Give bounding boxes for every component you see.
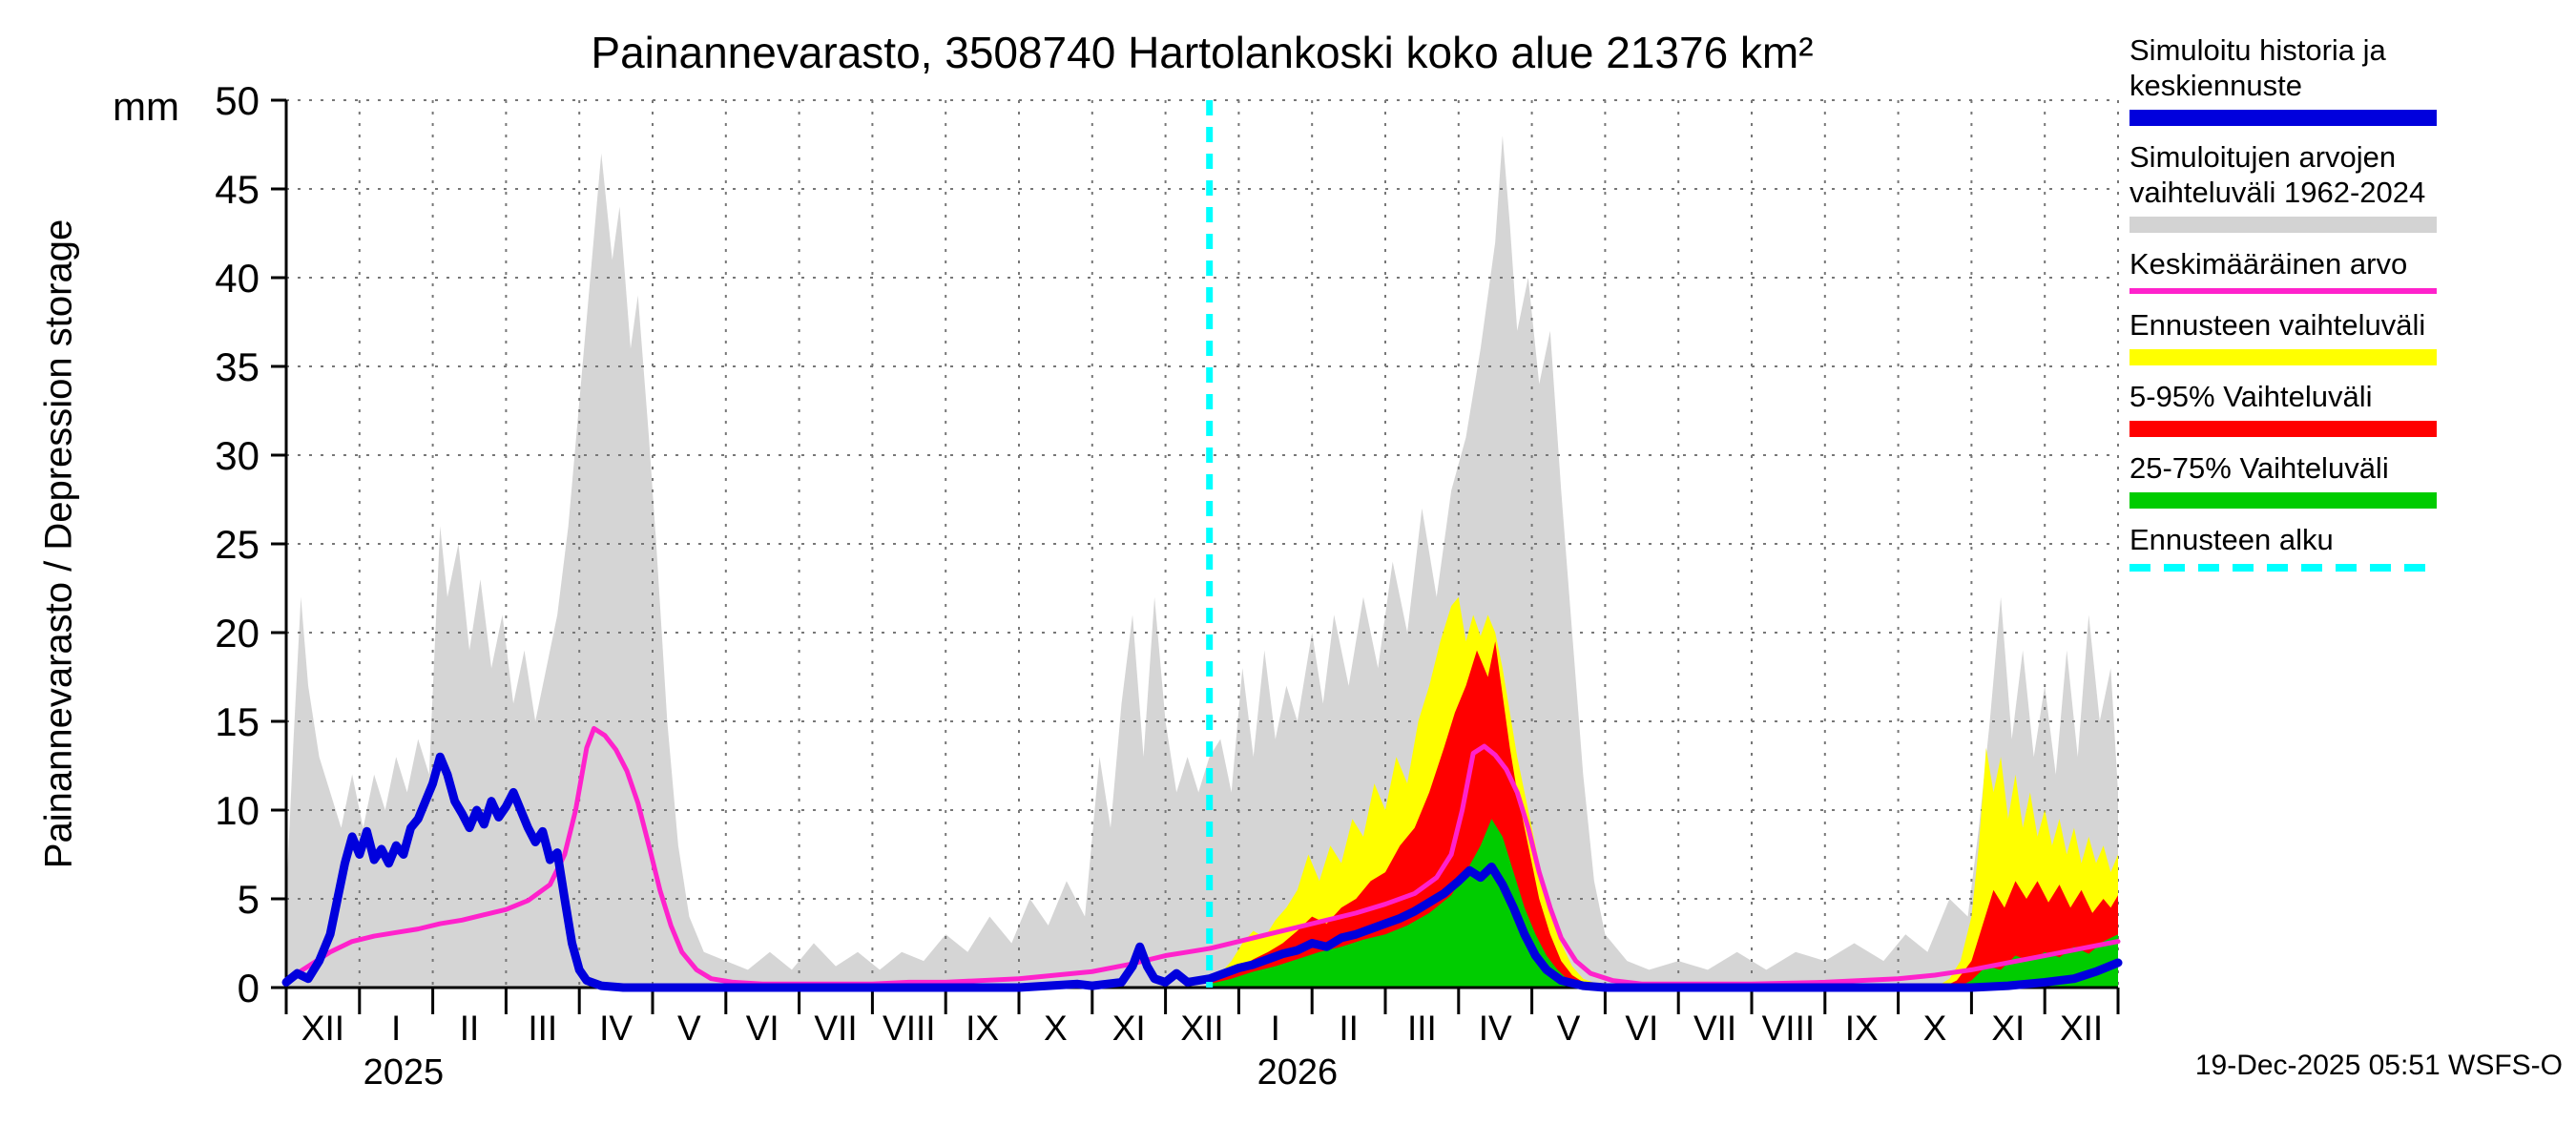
month-label: XI [1991,1009,2025,1048]
y-tick-label: 30 [215,433,260,478]
month-label: II [460,1009,480,1048]
year-label: 2025 [364,1052,445,1093]
legend-item-5-95-vaihteluvali: 5-95% Vaihteluväli [2129,379,2444,437]
month-label: XI [1112,1009,1146,1048]
grid [286,99,2119,988]
year-label: 2026 [1257,1052,1339,1093]
legend-label: keskiennuste [2129,69,2302,102]
y-tick-label: 35 [215,344,260,389]
month-label: IX [966,1009,999,1048]
month-label: XII [2060,1009,2103,1048]
y-axis-unit: mm [113,84,179,129]
month-label: X [1923,1009,1947,1048]
month-label: V [1557,1009,1581,1048]
month-label: V [677,1009,701,1048]
legend-swatch-bar [2129,492,2437,509]
legend-label: vaihteluväli 1962-2024 [2129,176,2426,209]
month-label: XII [1180,1009,1223,1048]
chart-title: Painannevarasto, 3508740 Hartolankoski k… [591,28,1814,77]
legend-label: Simuloitujen arvojen [2129,140,2397,174]
month-label: IV [1479,1009,1512,1048]
legend-item-keskimaarainen-arvo: Keskimääräinen arvo [2129,246,2444,294]
legend-item-simuloitu-historia-ja-keskiennuste: Simuloitu historia ja keskiennuste [2129,32,2444,126]
legend: Simuloitu historia ja keskiennuste Simuloi… [2129,32,2444,585]
legend-item-ennusteen-alku: Ennusteen alku [2129,522,2444,572]
legend-swatch-bar [2129,349,2437,365]
month-label: IV [599,1009,633,1048]
legend-label: Ennusteen vaihteluväli [2129,308,2426,342]
y-tick-label: 20 [215,611,260,656]
legend-item-25-75-vaihteluvali: 25-75% Vaihteluväli [2129,450,2444,509]
legend-label: Keskimääräinen arvo [2129,247,2408,281]
month-label: VI [1625,1009,1658,1048]
legend-label: Ennusteen alku [2129,523,2334,556]
y-tick-label: 40 [215,256,260,301]
y-tick-label: 0 [238,966,260,1010]
y-tick-label: 50 [215,78,260,123]
series-simuloitu-historia-ja-keskiennuste-line [281,752,2123,992]
legend-label: Simuloitu historia ja [2129,33,2386,67]
month-label: I [391,1009,401,1048]
y-tick-label: 45 [215,167,260,212]
month-label: IX [1845,1009,1879,1048]
legend-label: 5-95% Vaihteluväli [2129,380,2373,413]
month-label: III [528,1009,557,1048]
month-label: XII [301,1009,344,1048]
month-label: III [1407,1009,1437,1048]
legend-item-simuloitujen-arvojen-vaihteluvali: Simuloitujen arvojen vaihteluväli 1962-20… [2129,139,2444,233]
month-label: I [1271,1009,1280,1048]
timestamp: 19-Dec-2025 05:51 WSFS-O [2194,1050,2563,1081]
month-label: VIII [1762,1009,1816,1048]
legend-swatch-bar [2129,217,2437,233]
legend-swatch-dashed [2129,564,2437,572]
series-keskimaarainen-arvo-line [283,725,2121,987]
month-label: VII [814,1009,857,1048]
y-tick-label: 10 [215,788,260,833]
y-tick-label: 25 [215,522,260,567]
legend-item-ennusteen-vaihteluvali: Ennusteen vaihteluväli [2129,307,2444,365]
month-label: VII [1693,1009,1736,1048]
legend-swatch-bar [2129,421,2437,437]
legend-swatch-bar [2129,110,2437,126]
month-label: II [1339,1009,1359,1048]
month-label: VI [746,1009,779,1048]
y-tick-label: 5 [238,877,260,922]
month-label: VIII [883,1009,936,1048]
legend-swatch-line [2129,288,2437,294]
month-label: X [1044,1009,1068,1048]
series-25-75-vaihteluvali-band [1209,819,2118,988]
legend-label: 25-75% Vaihteluväli [2129,451,2389,485]
y-tick-label: 15 [215,699,260,744]
series-sim-range-band [286,135,2118,988]
